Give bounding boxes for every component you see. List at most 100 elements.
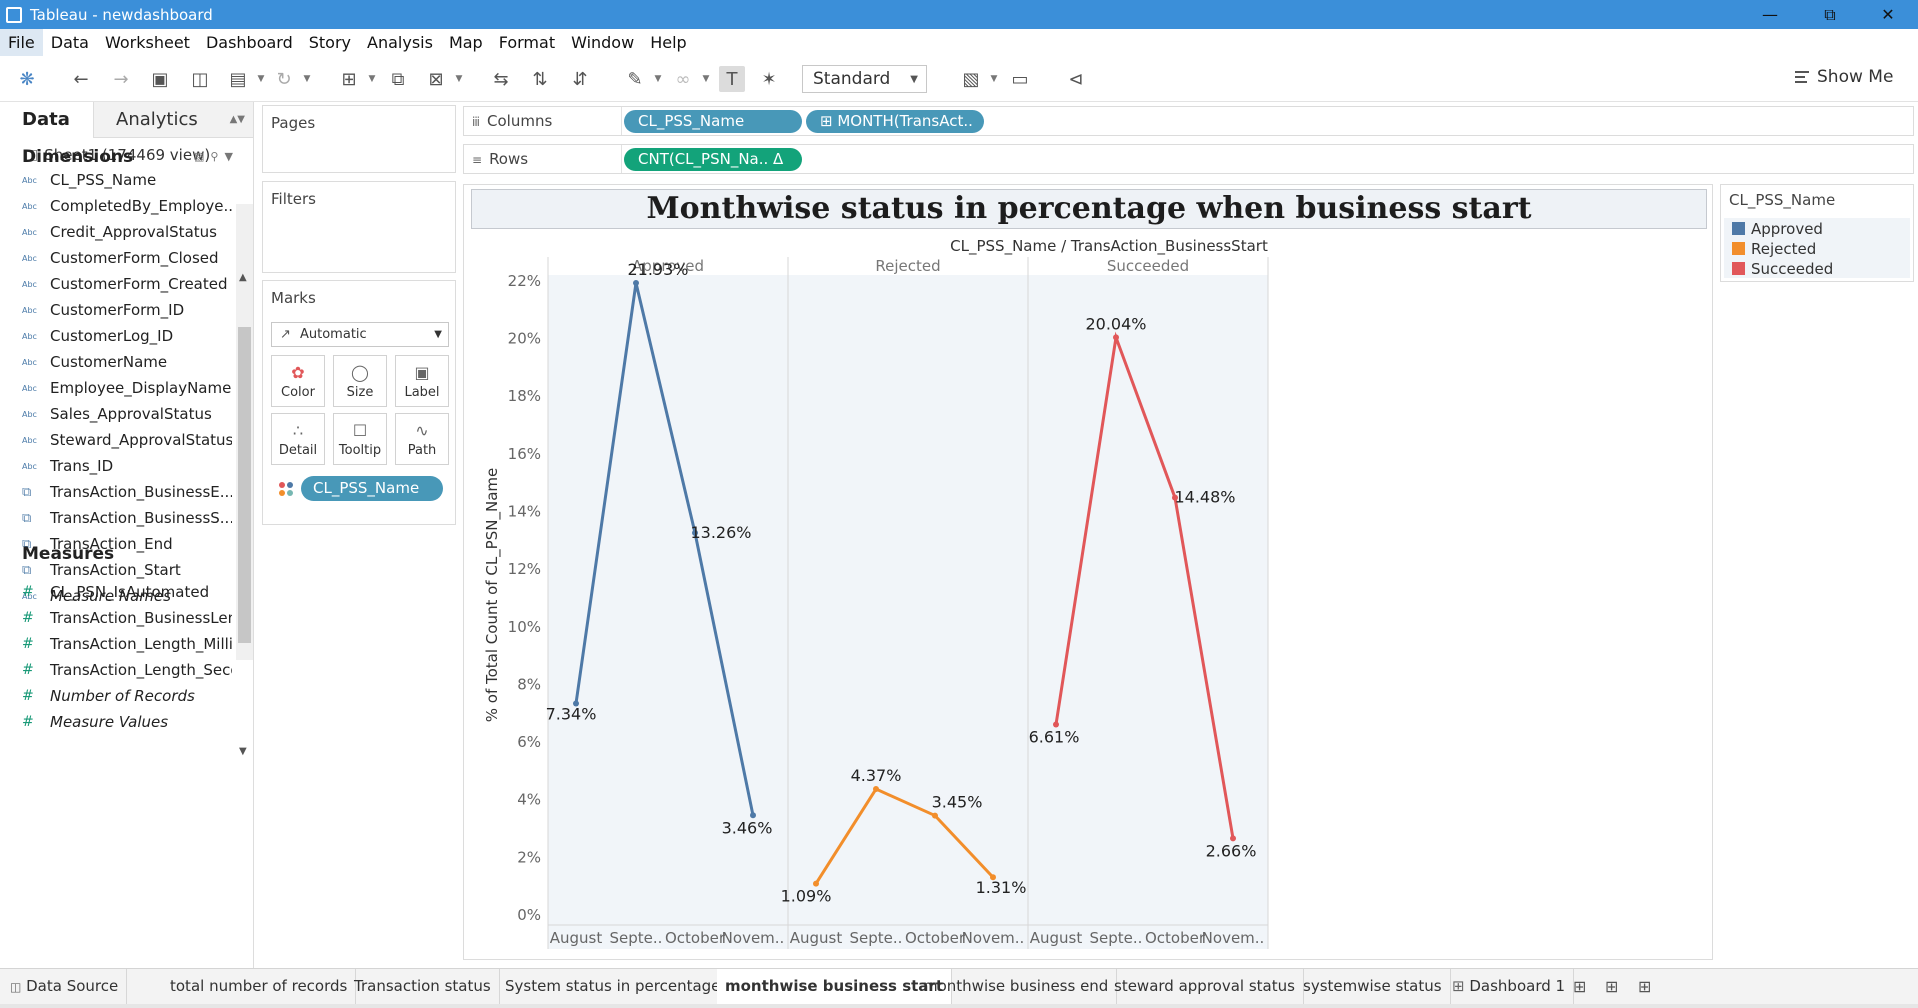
close-button[interactable]: ✕ <box>1881 5 1895 24</box>
menu-worksheet[interactable]: Worksheet <box>104 33 190 52</box>
rows-pill-cnt[interactable]: CNT(CL_PSN_Na.. Δ <box>624 148 802 171</box>
duplicate-sheet-icon[interactable]: ⧉ <box>391 68 405 90</box>
measure-field[interactable]: # TransAction_Length_Seco... <box>22 657 232 683</box>
dimension-field[interactable]: Abc Trans_ID <box>22 453 232 479</box>
columns-pill-cl-pss-name[interactable]: CL_PSS_Name <box>624 110 802 133</box>
clear-dropdown-icon[interactable]: ▼ <box>455 74 463 84</box>
measure-field[interactable]: # Measure Values <box>22 709 232 735</box>
scroll-down-icon[interactable]: ▼ <box>239 746 247 757</box>
menu-map[interactable]: Map <box>448 33 483 52</box>
view-mode-icon[interactable]: ▧ <box>194 150 211 163</box>
tab-analytics[interactable]: Analytics ▲▼ <box>93 102 253 138</box>
pause-dropdown-icon[interactable]: ▼ <box>257 74 265 84</box>
path-button[interactable]: ∿ Path <box>395 413 449 465</box>
show-cards-icon[interactable]: ▧ <box>962 68 980 90</box>
sort-ascending-icon[interactable]: ⇅ <box>532 68 548 90</box>
tab-data-source[interactable]: ◫ Data Source <box>2 969 128 1005</box>
tab-steward-approval-status[interactable]: steward approval status <box>1106 969 1304 1005</box>
show-mark-labels-icon[interactable]: T <box>719 66 745 92</box>
legend-item-succeeded[interactable]: Succeeded <box>1732 258 1833 279</box>
dimension-field[interactable]: Abc Sales_ApprovalStatus <box>22 401 232 427</box>
fix-axes-icon[interactable]: ✶ <box>761 68 777 90</box>
menu-file[interactable]: File <box>0 29 43 56</box>
measure-field[interactable]: # TransAction_BusinessLen... <box>22 605 232 631</box>
dimension-field[interactable]: Abc Steward_ApprovalStatus <box>22 427 232 453</box>
tab-monthwise-business-start[interactable]: monthwise business start <box>717 969 952 1005</box>
dimension-field[interactable]: Abc Measure Names <box>22 583 232 609</box>
legend-item-rejected[interactable]: Rejected <box>1732 238 1816 259</box>
menu-analysis[interactable]: Analysis <box>367 33 433 52</box>
tab-transaction-status[interactable]: Transaction status <box>346 969 500 1005</box>
new-worksheet-icon[interactable]: ⊞ <box>341 68 357 90</box>
measure-field[interactable]: # Number of Records <box>22 683 232 709</box>
menu-window[interactable]: Window <box>571 33 635 52</box>
data-source-row[interactable]: ◫ Sheet1 (174469 view) <box>25 146 210 164</box>
dimension-field[interactable]: Abc CompletedBy_Employe... <box>22 193 232 219</box>
new-data-source-icon[interactable]: ◫ <box>191 68 209 90</box>
refresh-icon[interactable]: ↻ <box>276 68 292 90</box>
dimension-field[interactable]: Abc CustomerLog_ID <box>22 323 232 349</box>
dimension-field[interactable]: Abc Credit_ApprovalStatus <box>22 219 232 245</box>
dimension-field[interactable]: ⧉ TransAction_BusinessE... <box>22 479 232 505</box>
tab-systemwise-status[interactable]: systemwise status <box>1295 969 1451 1005</box>
pane-menu-icon[interactable]: ▲▼ <box>229 114 245 125</box>
dimension-field[interactable]: Abc CustomerForm_ID <box>22 297 232 323</box>
tab-system-status-in-percentage[interactable]: System status in percentage <box>497 969 730 1005</box>
dimension-field[interactable]: ⧉ TransAction_BusinessS... <box>22 505 232 531</box>
rows-shelf[interactable]: ≡ Rows CNT(CL_PSN_Na.. Δ <box>463 144 1914 174</box>
group-members-icon[interactable]: ∞ <box>675 68 691 90</box>
show-cards-dropdown-icon[interactable]: ▼ <box>990 74 998 84</box>
dimension-field[interactable]: Abc Employee_DisplayName <box>22 375 232 401</box>
new-worksheet-tab-icon[interactable]: ⊞ <box>1573 977 1587 996</box>
redo-icon[interactable]: → <box>113 68 129 90</box>
new-dashboard-tab-icon[interactable]: ⊞ <box>1605 977 1619 996</box>
tableau-home-icon[interactable]: ❋ <box>19 68 35 90</box>
dimension-field[interactable]: Abc CustomerName <box>22 349 232 375</box>
scrollbar-thumb[interactable] <box>238 327 251 643</box>
dimension-field[interactable]: Abc CL_PSS_Name <box>22 167 232 193</box>
highlight-dropdown-icon[interactable]: ▼ <box>654 74 662 84</box>
menu-data[interactable]: Data <box>50 33 89 52</box>
presentation-mode-icon[interactable]: ▭ <box>1011 68 1029 90</box>
menu-format[interactable]: Format <box>498 33 556 52</box>
color-field-pill[interactable]: CL_PSS_Name <box>301 476 443 501</box>
group-dropdown-icon[interactable]: ▼ <box>702 74 710 84</box>
dimension-field[interactable]: ⧉ TransAction_Start <box>22 557 232 583</box>
swap-rows-columns-icon[interactable]: ⇆ <box>493 68 509 90</box>
pages-card[interactable]: Pages <box>262 105 456 173</box>
fit-select[interactable]: Standard ▼ <box>802 65 927 93</box>
filters-card[interactable]: Filters <box>262 181 456 273</box>
tab-monthwise-business-end[interactable]: monthwise business end <box>915 969 1118 1005</box>
search-icon[interactable]: ⚲ <box>210 150 225 163</box>
measure-field[interactable]: # CL_PSN_IsAutomated <box>22 579 232 605</box>
legend-item-approved[interactable]: Approved <box>1732 218 1823 239</box>
detail-button[interactable]: ∴ Detail <box>271 413 325 465</box>
highlight-icon[interactable]: ✎ <box>627 68 643 90</box>
color-button[interactable]: ✿ Color <box>271 355 325 407</box>
mark-type-select[interactable]: ↗ Automatic ▼ <box>271 322 449 347</box>
tab-total-number-of-records[interactable]: total number of records <box>162 969 357 1005</box>
new-worksheet-dropdown-icon[interactable]: ▼ <box>368 74 376 84</box>
new-story-tab-icon[interactable]: ⊞ <box>1638 977 1652 996</box>
tab-dashboard-1[interactable]: ⊞ Dashboard 1 <box>1444 969 1575 1005</box>
menu-dropdown-icon[interactable]: ▼ <box>224 150 239 163</box>
menu-story[interactable]: Story <box>308 33 352 52</box>
size-button[interactable]: ◯ Size <box>333 355 387 407</box>
restore-button[interactable]: ⧉ <box>1824 4 1836 24</box>
share-icon[interactable]: ⊲ <box>1068 68 1084 90</box>
columns-shelf[interactable]: iii Columns CL_PSS_Name ⊞ MONTH(TransAct.… <box>463 106 1914 136</box>
menu-dashboard[interactable]: Dashboard <box>205 33 293 52</box>
show-me-button[interactable]: Show Me <box>1795 67 1893 87</box>
undo-icon[interactable]: ← <box>73 68 89 90</box>
pause-updates-icon[interactable]: ▤ <box>229 68 247 90</box>
dimension-field[interactable]: Abc CustomerForm_Closed <box>22 245 232 271</box>
scroll-up-icon[interactable]: ▲ <box>239 272 247 283</box>
tab-data[interactable]: Data <box>0 102 93 138</box>
sort-descending-icon[interactable]: ⇵ <box>572 68 588 90</box>
dimension-field[interactable]: Abc CustomerForm_Created <box>22 271 232 297</box>
tooltip-button[interactable]: ☐ Tooltip <box>333 413 387 465</box>
refresh-dropdown-icon[interactable]: ▼ <box>303 74 311 84</box>
columns-pill-month[interactable]: ⊞ MONTH(TransAct.. <box>806 110 984 133</box>
measure-field[interactable]: # TransAction_Length_MilliS... <box>22 631 232 657</box>
minimize-button[interactable]: — <box>1762 5 1778 24</box>
